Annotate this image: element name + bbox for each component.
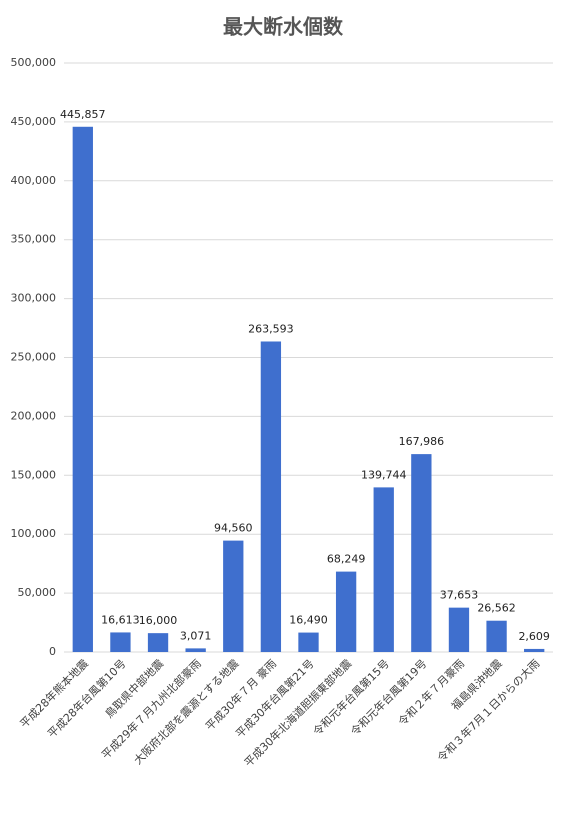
value-label: 68,249: [327, 553, 366, 566]
y-tick-label: 450,000: [11, 115, 57, 128]
x-tick-label: 平成28年熊本地震: [17, 656, 91, 730]
y-tick-label: 150,000: [11, 468, 57, 481]
bar: [110, 632, 131, 652]
value-label: 16,490: [289, 614, 328, 627]
bar: [524, 648, 545, 652]
x-tick-label: 平成30年７月 豪雨: [202, 656, 279, 733]
value-label: 3,071: [180, 629, 212, 642]
value-label: 16,000: [139, 614, 178, 627]
y-tick-label: 350,000: [11, 233, 57, 246]
y-tick-label: 500,000: [11, 56, 57, 69]
value-label: 445,857: [60, 108, 106, 121]
bar: [298, 632, 319, 652]
bar: [335, 571, 357, 652]
bar: [448, 607, 470, 652]
bar: [373, 487, 394, 652]
bar: [411, 454, 432, 652]
value-label: 139,744: [361, 468, 407, 481]
value-label: 26,562: [477, 602, 516, 615]
value-label: 2,609: [518, 630, 550, 643]
y-tick-label: 100,000: [11, 527, 57, 540]
bar: [223, 540, 244, 652]
value-label: 16,613: [101, 613, 140, 626]
chart-title: 最大断水個数: [223, 15, 344, 39]
bar: [72, 126, 93, 652]
x-tick-label: 令和２年７月豪雨: [395, 656, 467, 728]
value-label: 94,560: [214, 522, 253, 535]
value-label: 37,653: [440, 589, 479, 602]
y-tick-label: 400,000: [11, 174, 57, 187]
y-tick-label: 250,000: [11, 351, 57, 364]
bar: [185, 648, 206, 652]
value-label: 167,986: [399, 435, 445, 448]
bar: [147, 633, 169, 652]
y-tick-label: 300,000: [11, 292, 57, 305]
bar: [260, 341, 282, 652]
value-label: 263,593: [248, 322, 294, 335]
y-tick-label: 200,000: [11, 409, 57, 422]
bar: [486, 620, 507, 652]
y-tick-label: 0: [49, 645, 56, 658]
y-tick-label: 50,000: [18, 586, 57, 599]
